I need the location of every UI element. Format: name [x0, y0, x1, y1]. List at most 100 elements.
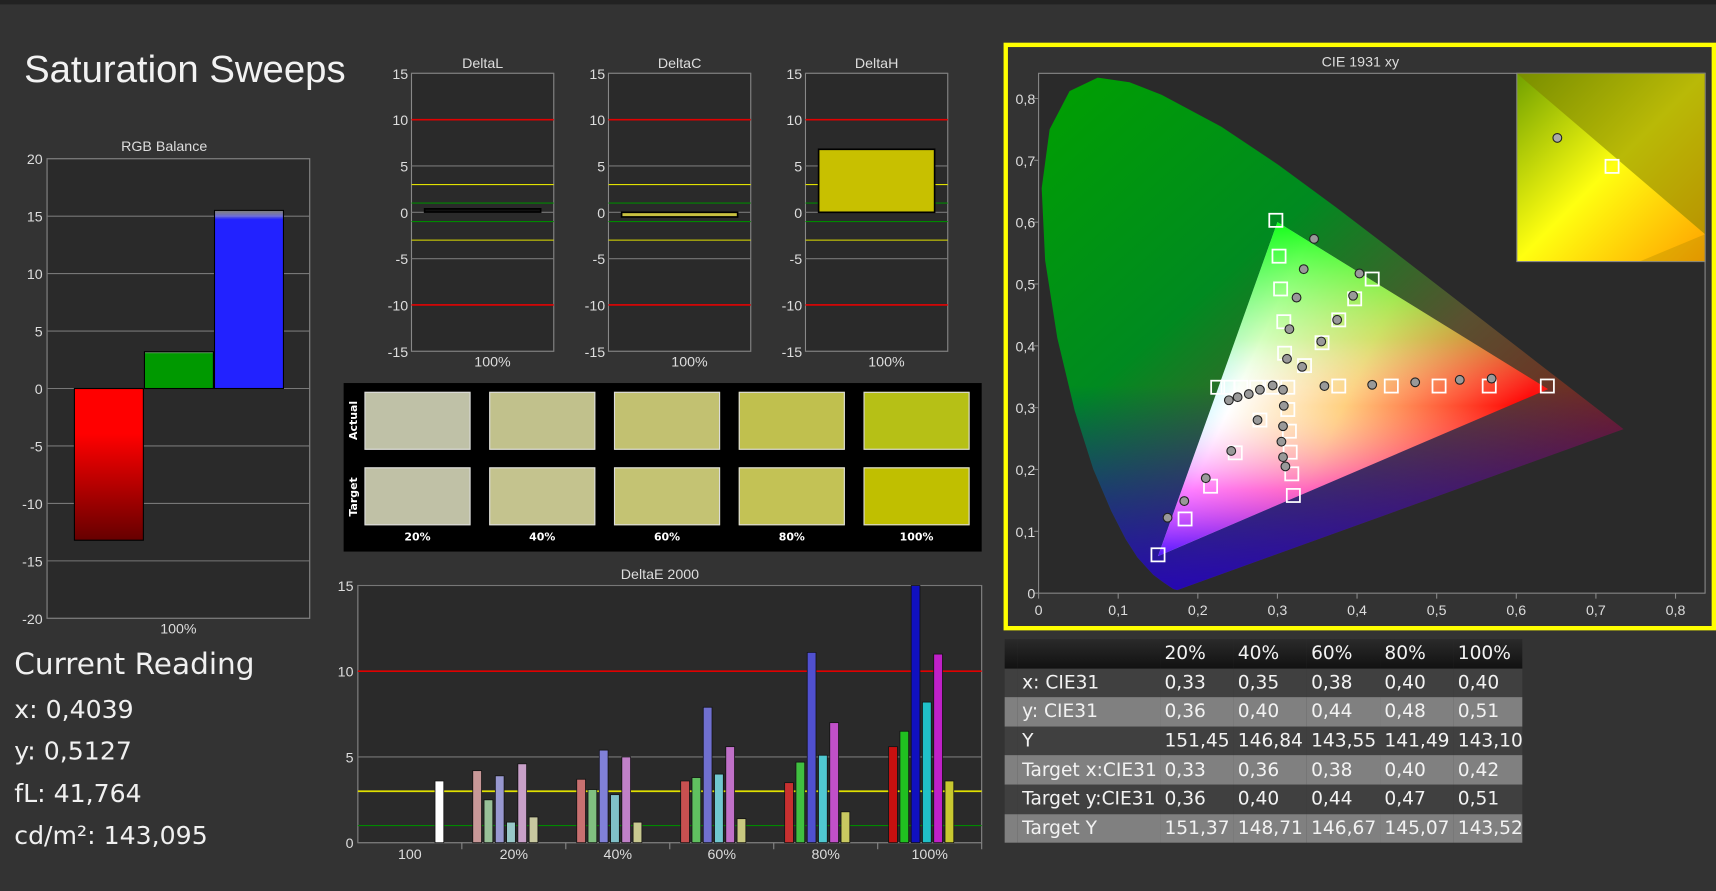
measured-point: [1267, 380, 1278, 391]
y-tick-label: 0,3: [1016, 401, 1036, 417]
column-header: 20%: [1160, 639, 1234, 669]
deltae-bar: [736, 818, 747, 844]
strip: [1004, 668, 1018, 698]
x-tick-label: 0,4: [1347, 603, 1367, 619]
y-tick-label: -15: [22, 554, 43, 570]
deltae-bar: [944, 780, 955, 844]
deltae-2000-chart: DeltaE 2000 15 10 5 0 100 20% 40% 60% 80% 100%: [338, 567, 983, 863]
bar-green: [143, 351, 214, 390]
target-point: [1276, 314, 1292, 330]
deltae-bar: [528, 816, 539, 844]
actual-swatch: [364, 391, 471, 450]
measurement-table: 20% 40% 60% 80% 100% x: CIE31 0,33 0,35 0,38 0,40…: [1004, 639, 1523, 843]
table-cell: 0,33: [1160, 668, 1234, 698]
x-tick-label: 0: [1035, 603, 1043, 619]
actual-swatch: [489, 391, 596, 450]
chart-title: CIE 1931 xy: [1322, 55, 1400, 71]
y-tick-label: 0,8: [1016, 92, 1036, 108]
measured-point: [1223, 395, 1234, 406]
measured-point: [1298, 264, 1309, 275]
top-bar: [0, 0, 1716, 5]
y-tick-label: 0: [1027, 587, 1035, 603]
actual-swatch: [613, 391, 721, 450]
measured-point: [1284, 324, 1295, 335]
y-tick-label: 15: [27, 210, 43, 226]
deltae-bar: [691, 777, 702, 844]
table-cell: 0,38: [1306, 755, 1381, 785]
y-tick-label: 5: [35, 325, 43, 341]
deltae-bar: [434, 780, 445, 844]
deltae-bar: [621, 756, 631, 844]
measured-point: [1410, 377, 1421, 388]
delta-bar: [817, 148, 936, 214]
header-label-cell: [1017, 639, 1161, 669]
x-category-label: 100%: [912, 847, 949, 863]
row-label: Target x:CIE31: [1017, 755, 1161, 785]
deltae-bar: [806, 651, 817, 844]
y-tick-label: 20: [27, 152, 43, 168]
x-tick-label: 0,3: [1268, 603, 1288, 619]
y-tick-label: 0: [794, 206, 802, 222]
y-tick-label: 10: [27, 267, 43, 283]
y-tick-label: -20: [22, 612, 43, 628]
deltae-bar: [922, 701, 932, 844]
measured-point: [1278, 384, 1288, 395]
gamut-triangle-overlay: [1158, 222, 1549, 557]
current-reading-heading: Current Reading: [14, 647, 255, 682]
table-cell: 0,40: [1233, 784, 1307, 814]
rgb-balance-chart: RGB Balance 20 15 10 5 0 -5 -10 -15 -20 100%: [22, 139, 311, 638]
cie-1931-chart: CIE 1931 xy 0 0,1 0,2 0,3 0,4 0,5 0,6 0,7 0,8 0 0,1…: [1016, 55, 1706, 619]
table-row: y: CIE31 0,36 0,40 0,44 0,48 0,51: [1004, 697, 1523, 727]
measured-point: [1276, 436, 1287, 447]
measured-point: [1297, 361, 1308, 372]
measured-point: [1348, 290, 1358, 301]
measured-point: [1232, 392, 1243, 403]
swatch-label: 100%: [899, 531, 934, 544]
y-tick-label: 10: [589, 113, 605, 129]
x-category-label: 100%: [474, 355, 511, 371]
row-label: Target y:CIE31: [1017, 784, 1161, 814]
target-point: [1539, 378, 1555, 394]
y-tick-label: 15: [338, 579, 354, 595]
chart-title: DeltaH: [855, 56, 898, 72]
target-point: [1284, 466, 1300, 482]
deltae-bar: [598, 749, 609, 844]
deltae-bar: [818, 754, 828, 844]
deltae-bar: [725, 746, 735, 844]
target-point: [1273, 281, 1289, 297]
table-cell: 0,35: [1233, 668, 1307, 698]
y-tick-label: -10: [585, 298, 606, 314]
table-cell: 148,71: [1233, 813, 1307, 843]
target-point: [1268, 212, 1284, 228]
reading-y: y: 0,5127: [14, 737, 132, 767]
y-tick-label: 10: [786, 113, 802, 129]
swatch-label: 40%: [529, 531, 556, 544]
measured-point: [1200, 473, 1211, 484]
table-cell: 0,42: [1453, 755, 1523, 785]
target-point: [1331, 378, 1347, 394]
target-point: [1150, 547, 1166, 563]
x-tick-label: 0,8: [1666, 603, 1686, 619]
y-tick-label: 0,5: [1016, 277, 1036, 293]
target-swatch: [863, 467, 970, 526]
measured-point: [1162, 512, 1173, 523]
delta-bar: [620, 211, 739, 218]
measured-point: [1316, 336, 1327, 347]
y-tick-label: 5: [794, 159, 802, 175]
target-swatch: [738, 467, 845, 526]
swatch-label: 80%: [778, 531, 805, 544]
y-tick-label: 15: [786, 67, 802, 83]
y-tick-label: -5: [30, 439, 43, 455]
y-tick-label: 0,6: [1016, 216, 1036, 232]
y-tick-label: -15: [782, 345, 803, 361]
y-tick-label: 5: [400, 159, 408, 175]
chart-title: RGB Balance: [121, 139, 207, 155]
deltae-bar: [680, 780, 690, 844]
target-point: [1281, 423, 1297, 439]
actual-swatch: [738, 391, 845, 450]
deltae-bar: [587, 789, 598, 844]
deltae-bar: [840, 811, 851, 844]
deltae-bar: [910, 585, 921, 844]
y-tick-label: 0: [35, 382, 43, 398]
strip: [1004, 755, 1018, 785]
